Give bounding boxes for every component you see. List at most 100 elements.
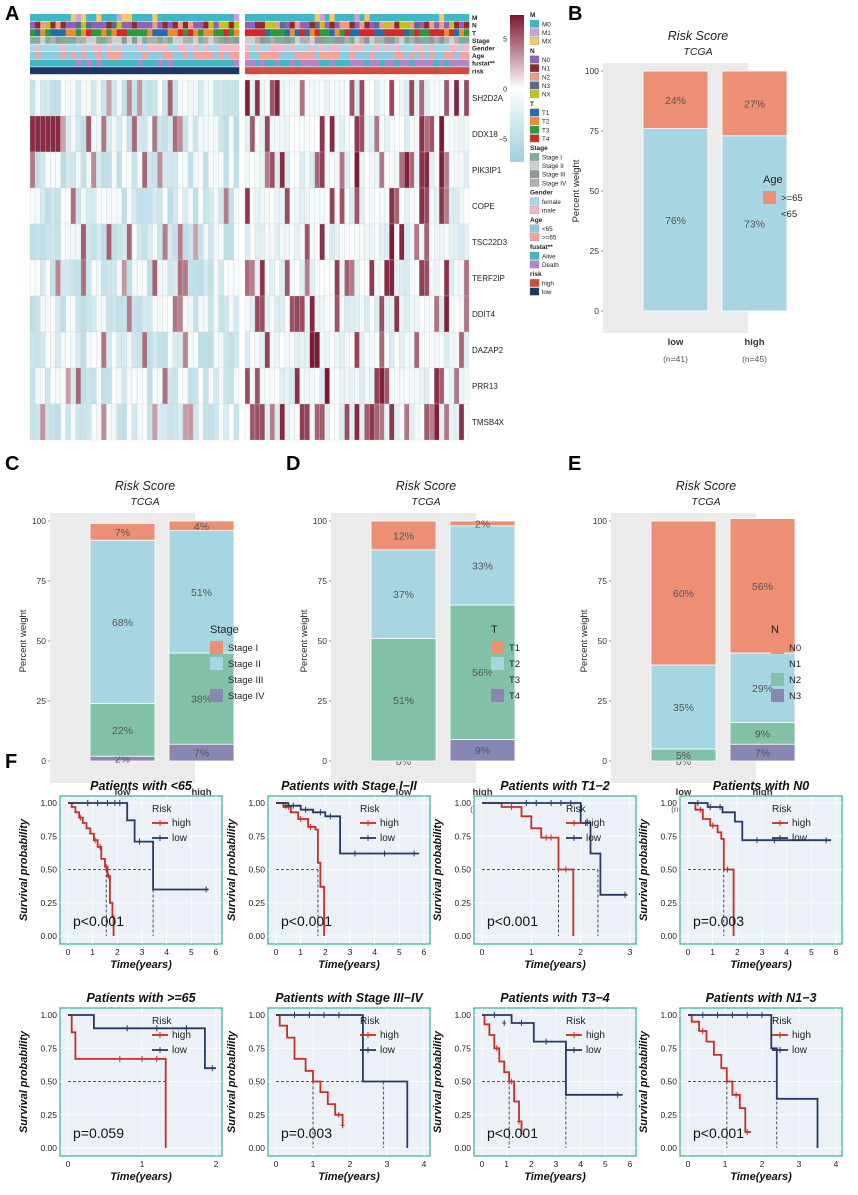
heat-cell <box>75 151 82 189</box>
heat-cell <box>126 115 133 153</box>
annotation-cell <box>218 67 225 75</box>
annotation-cell <box>304 67 311 75</box>
heat-cell <box>419 259 425 297</box>
heat-cell <box>75 331 82 369</box>
annotation-cell <box>137 21 143 29</box>
annotation-cell <box>35 67 41 75</box>
annotation-cell <box>152 29 158 37</box>
annotation-cell <box>284 44 291 52</box>
annotation-cell <box>86 14 92 21</box>
legend-swatch <box>771 657 784 670</box>
heat-cell <box>45 187 51 225</box>
annotation-cell <box>294 36 301 44</box>
legend-group-title: Gender <box>530 190 553 197</box>
y-tick-label: 0.25 <box>248 898 265 908</box>
stacked-bar-segment <box>449 525 516 606</box>
heat-cell <box>434 79 440 117</box>
stacked-bar-segment <box>89 702 156 757</box>
legend-swatch <box>529 260 540 269</box>
heat-cell <box>453 259 460 297</box>
segment-label: 73% <box>744 218 765 230</box>
annotation-cell <box>369 36 375 44</box>
annotation-cell <box>304 14 311 21</box>
annotation-cell <box>198 36 204 44</box>
annotation-cell <box>30 52 36 59</box>
km-chart-f6: Patients with Stage III−IV0 1 2 3 40.000.250… <box>226 991 431 1183</box>
heat-cell <box>249 403 256 441</box>
heat-cell <box>187 115 194 153</box>
annotation-cell <box>177 14 184 21</box>
annotation-cell <box>177 67 184 75</box>
annotation-cell <box>96 44 102 52</box>
x-axis-title: Time(years) <box>730 1171 792 1183</box>
x-tick-label: 0 <box>686 1159 691 1169</box>
annotation-cell <box>389 36 395 44</box>
annotation-cell <box>198 59 204 67</box>
heat-cell <box>463 331 470 369</box>
heat-cell <box>34 331 41 369</box>
annotation-cell <box>344 44 350 52</box>
annotation-cell <box>429 14 435 21</box>
annotation-cell <box>314 21 320 29</box>
annotation-cell <box>359 67 365 75</box>
heat-cell <box>223 295 229 333</box>
y-tick-label: 0.25 <box>454 898 471 908</box>
heat-cell <box>111 151 117 189</box>
heat-cell <box>177 331 184 369</box>
heat-cell <box>152 115 158 153</box>
annotation-cell <box>116 44 123 52</box>
plot-frame <box>473 795 637 945</box>
chart-title: Patients with T3−4 <box>500 991 609 1005</box>
heat-cell <box>141 259 148 297</box>
annotation-cell <box>394 67 400 75</box>
annotation-cell <box>254 14 261 21</box>
annotation-cell <box>40 36 46 44</box>
annotation-cell <box>274 52 281 59</box>
heat-cell <box>85 403 92 441</box>
annotation-cell <box>35 14 41 21</box>
annotation-cell <box>379 59 385 67</box>
annotation-cell <box>55 29 61 37</box>
y-axis-title: Percent weight <box>571 159 582 222</box>
heat-cell <box>384 331 390 369</box>
annotation-cell <box>116 36 123 44</box>
heat-cell <box>259 403 266 441</box>
annotation-cell <box>80 59 87 67</box>
heat-cell <box>147 259 153 297</box>
heat-cell <box>329 403 335 441</box>
annotation-cell <box>177 36 184 44</box>
heat-cell <box>213 295 219 333</box>
heat-cell <box>309 259 315 297</box>
y-axis-title: Survival probability <box>432 818 444 921</box>
annotation-cell <box>223 67 230 75</box>
chart-title: Risk Score <box>396 479 456 493</box>
annotation-cell <box>334 52 340 59</box>
heat-cell <box>85 115 92 153</box>
annotation-cell <box>314 44 320 52</box>
heat-cell <box>344 187 350 225</box>
annotation-cell <box>177 52 184 59</box>
heat-cell <box>167 187 173 225</box>
annotation-cell <box>424 67 430 75</box>
heat-cell <box>369 223 375 261</box>
annotation-cell <box>344 21 350 29</box>
heat-cell <box>131 79 138 117</box>
annotation-cell <box>228 44 235 52</box>
annotation-cell <box>157 21 163 29</box>
chart-title: Patients with >=65 <box>86 991 196 1005</box>
y-tick-label: 0.75 <box>248 831 265 841</box>
heat-cell <box>279 259 285 297</box>
heat-cell <box>344 403 350 441</box>
legend-swatch <box>210 673 223 686</box>
annotation-cell <box>464 14 470 21</box>
heat-cell <box>329 79 335 117</box>
x-tick-label: 6 <box>214 947 219 957</box>
heat-cell <box>254 151 261 189</box>
heat-cell <box>96 151 102 189</box>
heat-cell <box>364 151 370 189</box>
annotation-cell <box>364 59 370 67</box>
x-tick-count: (n=41) <box>663 354 688 364</box>
x-tick-label: 4 <box>578 1159 583 1169</box>
legend-label: low <box>172 833 188 844</box>
y-tick-label: 0.75 <box>454 831 471 841</box>
